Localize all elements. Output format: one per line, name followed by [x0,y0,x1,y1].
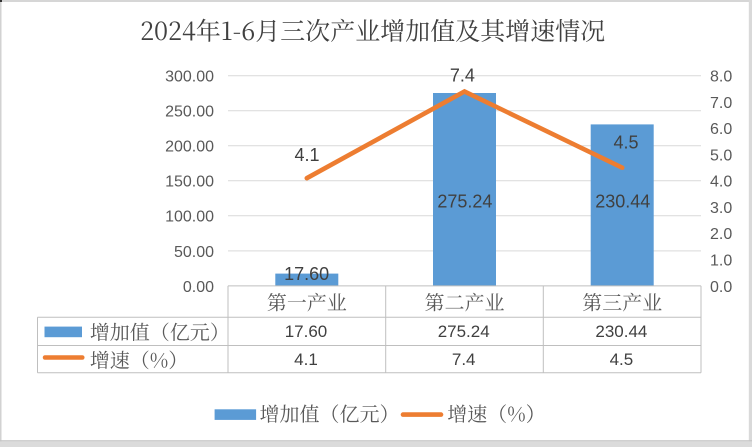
svg-text:3.0: 3.0 [710,200,732,217]
svg-text:230.44: 230.44 [595,322,647,341]
svg-text:17.60: 17.60 [284,264,329,284]
svg-text:100.00: 100.00 [165,209,214,226]
svg-text:17.60: 17.60 [285,322,328,341]
svg-text:4.5: 4.5 [613,133,638,153]
svg-text:6.0: 6.0 [710,121,732,138]
svg-text:8.0: 8.0 [710,69,732,86]
svg-text:0.00: 0.00 [183,279,214,296]
svg-text:200.00: 200.00 [165,139,214,156]
svg-text:230.44: 230.44 [595,191,650,211]
svg-text:275.24: 275.24 [438,322,490,341]
svg-text:2.0: 2.0 [710,226,732,243]
svg-text:150.00: 150.00 [165,174,214,191]
svg-text:250.00: 250.00 [165,104,214,121]
svg-text:4.5: 4.5 [610,350,634,369]
svg-text:275.24: 275.24 [437,191,492,211]
svg-text:1.0: 1.0 [710,253,732,270]
svg-text:0.0: 0.0 [710,279,732,296]
svg-text:5.0: 5.0 [710,147,732,164]
svg-text:4.0: 4.0 [710,174,732,191]
svg-text:7.0: 7.0 [710,95,732,112]
svg-text:7.4: 7.4 [450,65,475,85]
svg-text:7.4: 7.4 [452,350,476,369]
svg-text:50.00: 50.00 [174,244,214,261]
svg-text:4.1: 4.1 [294,350,318,369]
svg-text:4.1: 4.1 [294,145,319,165]
svg-text:300.00: 300.00 [165,69,214,86]
